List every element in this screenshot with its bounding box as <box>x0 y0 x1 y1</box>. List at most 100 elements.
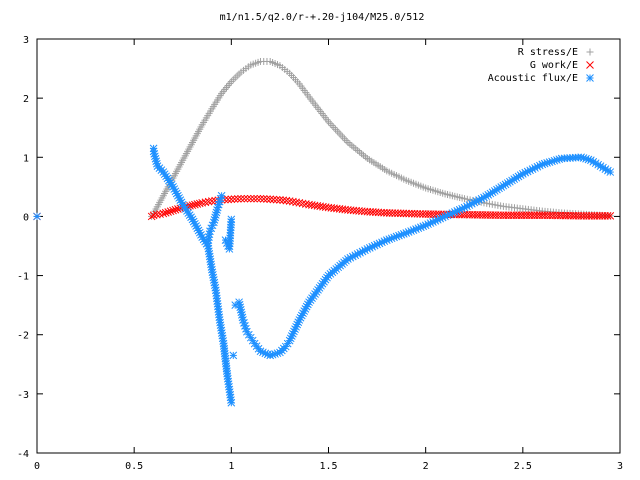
interp-point <box>333 127 341 135</box>
interp-point <box>354 146 362 154</box>
marker-stroke <box>269 195 278 204</box>
marker-stroke <box>172 189 181 198</box>
interp-point <box>233 195 242 203</box>
plot-frame <box>36 38 621 454</box>
marker-stroke <box>266 195 275 204</box>
marker-stroke <box>242 324 250 333</box>
interp-point <box>337 131 345 139</box>
marker-stroke <box>227 398 236 407</box>
data-point <box>198 198 207 207</box>
marker-stroke <box>201 198 210 207</box>
marker-stroke <box>230 195 239 203</box>
marker-stroke <box>256 194 265 203</box>
marker-stroke <box>227 215 236 224</box>
legend-label: R stress/E <box>518 47 578 58</box>
marker-stroke <box>161 208 170 217</box>
marker-stroke <box>171 187 180 196</box>
marker-stroke <box>216 194 225 203</box>
data-point <box>217 191 226 200</box>
legend: R stress/E G work/E Acoustic flux/E <box>488 47 594 84</box>
marker-stroke <box>187 213 195 222</box>
marker-stroke <box>174 191 182 200</box>
series-layer <box>33 57 615 407</box>
x-tick-label: 0 <box>34 461 40 472</box>
marker-stroke <box>192 222 200 230</box>
marker-stroke <box>606 168 615 176</box>
marker-stroke <box>180 202 188 211</box>
data-point <box>227 215 236 224</box>
data-point <box>33 212 41 221</box>
interp-point <box>279 196 288 205</box>
marker-stroke <box>289 197 297 206</box>
marker-stroke <box>405 209 413 218</box>
marker-stroke <box>241 321 249 330</box>
marker-stroke <box>198 198 207 207</box>
marker-stroke <box>213 203 222 212</box>
data-point <box>402 209 411 218</box>
interp-point <box>332 125 340 133</box>
marker-stroke <box>164 208 173 216</box>
legend-label: G work/E <box>530 60 578 71</box>
marker-stroke <box>295 198 304 207</box>
marker-stroke <box>594 160 602 169</box>
data-point <box>227 195 236 204</box>
data-point <box>229 351 238 360</box>
marker-stroke <box>385 209 394 217</box>
marker-stroke <box>604 166 612 175</box>
marker-stroke <box>413 209 422 218</box>
marker-stroke <box>239 316 247 324</box>
marker-stroke <box>276 196 284 204</box>
marker-stroke <box>163 174 172 183</box>
marker-stroke <box>191 219 199 228</box>
marker-stroke <box>586 74 594 82</box>
data-point <box>295 198 304 207</box>
interp-point <box>231 74 239 82</box>
series-g-work-e <box>33 194 615 221</box>
marker-stroke <box>156 210 164 218</box>
interp-point <box>269 195 278 204</box>
interp-point <box>243 194 252 203</box>
y-tick-label: -3 <box>17 390 29 401</box>
series-r-stress-e <box>33 57 614 220</box>
marker-stroke <box>169 206 177 215</box>
marker-stroke <box>197 231 205 239</box>
x-tick-label: 0.5 <box>125 461 143 472</box>
interp-point <box>340 135 348 143</box>
interp-point <box>359 151 367 159</box>
marker-stroke <box>394 209 402 218</box>
marker-stroke <box>159 168 168 176</box>
marker-stroke <box>165 176 173 185</box>
data-point <box>149 211 158 220</box>
marker-stroke <box>388 209 397 217</box>
data-point <box>208 197 216 205</box>
data-point <box>227 398 236 407</box>
interp-point <box>410 209 419 218</box>
interp-point <box>166 207 175 216</box>
interp-point <box>253 194 262 203</box>
marker-stroke <box>279 196 288 205</box>
data-point <box>237 194 245 203</box>
interp-point <box>326 120 334 128</box>
marker-stroke <box>285 197 294 205</box>
interp-point <box>399 209 408 218</box>
axes: 0 0.5 1 1.5 2 2.5 3 -4 -3 -2 -1 0 1 2 3 <box>17 35 623 472</box>
marker-stroke <box>149 211 158 220</box>
y-tick-label: -4 <box>17 449 29 460</box>
marker-stroke <box>162 172 170 181</box>
marker-stroke <box>233 195 242 203</box>
chart-title: m1/n1.5/q2.0/r-+.20-j104/M25.0/512 <box>220 12 425 23</box>
data-point <box>266 195 275 204</box>
interp-point <box>224 195 232 204</box>
x-tick-label: 1.5 <box>319 461 337 472</box>
marker-stroke <box>253 194 262 203</box>
marker-stroke <box>178 200 187 209</box>
x-tick-label: 2 <box>423 461 429 472</box>
marker-stroke <box>152 210 161 219</box>
interp-point <box>164 208 173 216</box>
marker-stroke <box>193 200 202 208</box>
marker-stroke <box>208 197 216 205</box>
interp-point <box>405 209 413 218</box>
legend-marker <box>586 74 594 82</box>
interp-point <box>240 194 249 203</box>
marker-stroke <box>198 233 207 241</box>
